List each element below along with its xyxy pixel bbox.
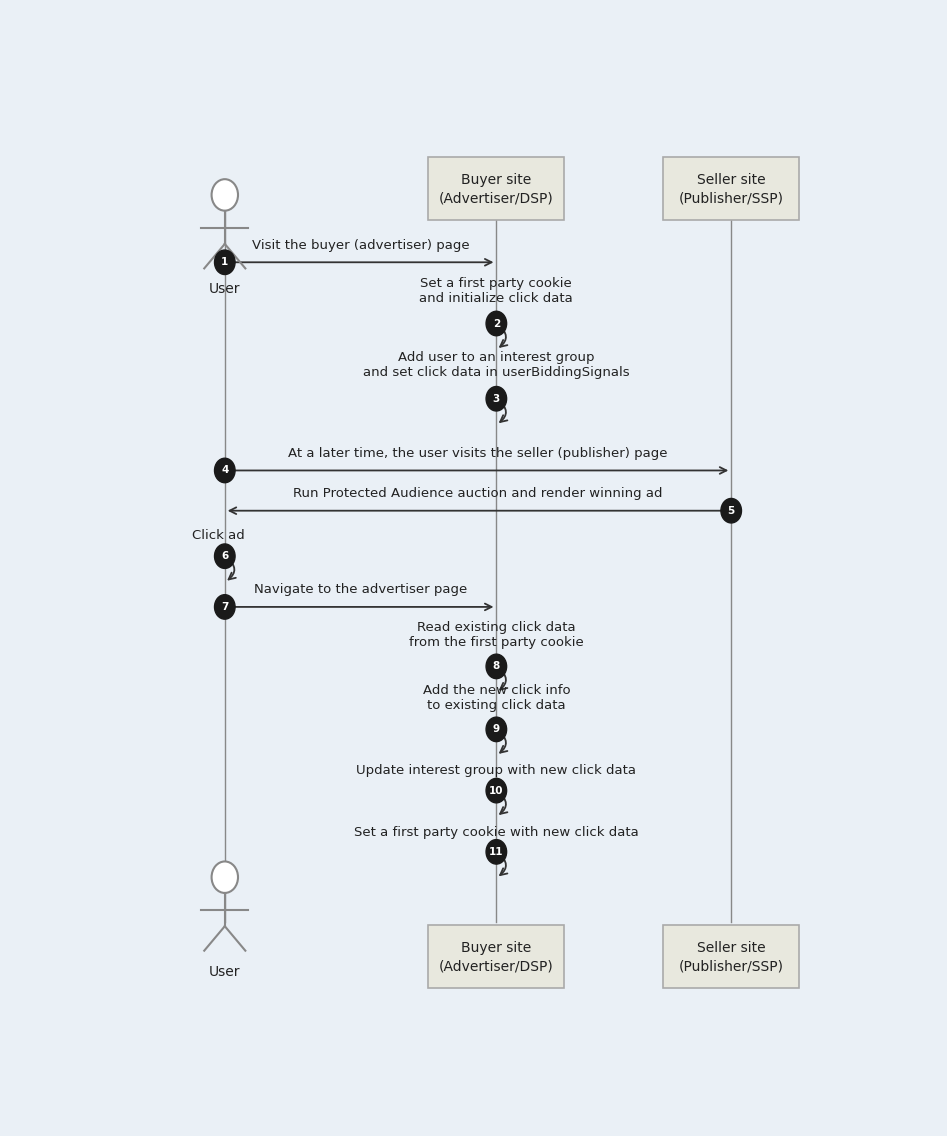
Text: Navigate to the advertiser page: Navigate to the advertiser page [254, 584, 467, 596]
Text: 1: 1 [222, 257, 228, 267]
Circle shape [721, 499, 742, 523]
Text: Seller site
(Publisher/SSP): Seller site (Publisher/SSP) [679, 173, 784, 204]
Text: Add user to an interest group
and set click data in userBiddingSignals: Add user to an interest group and set cl… [363, 351, 630, 379]
Circle shape [486, 778, 507, 803]
Text: Run Protected Audience auction and render winning ad: Run Protected Audience auction and rende… [294, 487, 663, 500]
FancyBboxPatch shape [428, 157, 564, 220]
Circle shape [211, 861, 238, 893]
FancyBboxPatch shape [663, 926, 799, 988]
Text: Buyer site
(Advertiser/DSP): Buyer site (Advertiser/DSP) [439, 173, 554, 204]
FancyBboxPatch shape [663, 157, 799, 220]
Circle shape [215, 458, 235, 483]
Text: User: User [209, 283, 241, 296]
Circle shape [486, 840, 507, 864]
Circle shape [486, 717, 507, 742]
Circle shape [215, 594, 235, 619]
Text: 7: 7 [221, 602, 228, 612]
Text: Visit the buyer (advertiser) page: Visit the buyer (advertiser) page [252, 239, 470, 252]
Circle shape [211, 179, 238, 210]
Text: Set a first party cookie
and initialize click data: Set a first party cookie and initialize … [420, 277, 573, 306]
Text: Read existing click data
from the first party cookie: Read existing click data from the first … [409, 621, 583, 649]
Text: User: User [209, 964, 241, 979]
Circle shape [486, 311, 507, 336]
Text: 4: 4 [221, 466, 228, 476]
Text: 6: 6 [222, 551, 228, 561]
Text: Click ad: Click ad [192, 529, 244, 542]
Text: 8: 8 [492, 661, 500, 671]
Text: Set a first party cookie with new click data: Set a first party cookie with new click … [354, 826, 638, 838]
Text: 11: 11 [489, 846, 504, 857]
Text: Buyer site
(Advertiser/DSP): Buyer site (Advertiser/DSP) [439, 941, 554, 974]
Text: Seller site
(Publisher/SSP): Seller site (Publisher/SSP) [679, 941, 784, 974]
Circle shape [486, 654, 507, 678]
Text: 10: 10 [489, 786, 504, 795]
Text: Add the new click info
to existing click data: Add the new click info to existing click… [422, 684, 570, 712]
FancyBboxPatch shape [428, 926, 564, 988]
Circle shape [215, 544, 235, 568]
Text: Update interest group with new click data: Update interest group with new click dat… [356, 765, 636, 777]
Text: 3: 3 [492, 394, 500, 403]
Text: At a later time, the user visits the seller (publisher) page: At a later time, the user visits the sel… [288, 446, 668, 460]
Text: 2: 2 [492, 318, 500, 328]
Circle shape [215, 250, 235, 275]
Circle shape [486, 386, 507, 411]
Text: 5: 5 [727, 506, 735, 516]
Text: 9: 9 [492, 725, 500, 734]
